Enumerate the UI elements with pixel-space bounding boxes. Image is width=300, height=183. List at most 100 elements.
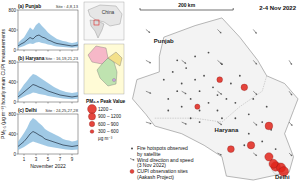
legend-label: 1200 –	[98, 107, 112, 112]
x-tick	[24, 102, 25, 104]
range-band	[18, 74, 78, 100]
state-shape	[112, 78, 115, 81]
fire-hotspot	[275, 148, 277, 150]
fire-hotspot	[252, 98, 254, 100]
figure: 0400800(a) PunjabSite : 4,8,130400800(b)…	[0, 0, 300, 183]
wind-arrow	[217, 29, 221, 33]
wind-arrow	[182, 91, 186, 94]
plot-frame	[18, 62, 78, 102]
fire-hotspot	[239, 75, 241, 77]
data-area	[18, 118, 78, 150]
x-tick	[72, 102, 73, 104]
wind-arrow	[146, 29, 150, 32]
x-tick-label: 3	[35, 157, 38, 162]
y-tick	[17, 30, 19, 31]
key-symbol	[131, 147, 133, 149]
fire-hotspot	[203, 75, 205, 77]
panel-subtitle: Site : 24,25,27,28	[45, 108, 78, 113]
fire-hotspot	[217, 94, 219, 96]
wind-arrow	[217, 60, 221, 63]
legend-label: 300 – 600	[98, 129, 119, 134]
inset-asia: China	[84, 2, 124, 40]
fire-hotspot	[167, 110, 169, 112]
wind-arrow	[146, 91, 151, 93]
legend-title: PM₂.₅ Peak Value	[86, 99, 126, 104]
inset-frame	[84, 44, 124, 94]
fire-hotspot	[199, 121, 201, 123]
mean-line	[18, 35, 78, 46]
panel: 040080013579(c) DelhiSite : 24,25,27,28N…	[8, 108, 78, 169]
state-shape	[108, 52, 122, 66]
x-tick	[72, 50, 73, 52]
y-tick	[17, 114, 19, 115]
plot-frame	[18, 114, 78, 154]
y-tick-label: 400	[8, 80, 16, 85]
x-tick	[60, 154, 61, 156]
fire-hotspot	[163, 79, 165, 81]
y-tick-label: 800	[8, 8, 16, 13]
legend-label: 600 – 900	[98, 122, 119, 127]
y-tick-label: 0	[13, 100, 16, 105]
wind-arrow	[217, 122, 221, 125]
scale-label: 200 km	[178, 2, 196, 8]
panel-subtitle: Site : 16,19,21,23	[45, 56, 78, 61]
x-tick	[48, 154, 49, 156]
panel: 0400800(a) PunjabSite : 4,8,13	[8, 4, 78, 53]
y-tick-label: 0	[13, 152, 16, 157]
plot-frame	[18, 10, 78, 50]
y-tick	[17, 82, 19, 83]
wind-arrow	[182, 122, 187, 124]
panel-title: (b) Haryana	[18, 56, 45, 61]
x-tick	[48, 102, 49, 104]
mean-line	[18, 85, 78, 98]
y-axis-label: PM₂.₅ (µg m⁻³) hourly mean CUPI measurem…	[0, 29, 6, 139]
region-label: Delhi	[275, 174, 290, 180]
key-symbol	[130, 159, 134, 161]
fire-hotspot	[248, 113, 250, 115]
wind-arrow	[253, 91, 257, 94]
y-tick-label: 0	[13, 48, 16, 53]
legend-symbol	[90, 130, 94, 134]
cupi-site	[269, 159, 278, 168]
x-tick	[36, 50, 37, 52]
data-area	[18, 23, 78, 49]
inset-states	[84, 44, 124, 94]
cupi-site	[217, 77, 223, 83]
legend-unit: µg m⁻³	[98, 136, 113, 141]
x-tick	[24, 50, 25, 52]
fire-hotspot	[221, 117, 223, 119]
fire-hotspot	[248, 133, 250, 135]
state-border	[155, 76, 267, 122]
wind-arrow	[146, 60, 151, 63]
panel-title: (c) Delhi	[18, 108, 37, 113]
wind-arrow	[253, 29, 256, 33]
x-tick-label: 1	[23, 157, 26, 162]
wind	[146, 29, 292, 155]
key-label-line: (Aakash Project)	[137, 174, 174, 180]
y-tick	[17, 154, 19, 155]
data-area	[18, 74, 78, 100]
key-label: CUPI observation sites(Aakash Project)	[137, 168, 188, 180]
pm-legend: PM₂.₅ Peak Value1200 –900 – 1200600 – 90…	[86, 99, 126, 141]
y-tick	[17, 10, 19, 11]
range-band	[18, 118, 78, 150]
legend-symbol	[88, 105, 97, 114]
wind-arrow	[217, 153, 221, 155]
wind-arrow	[217, 91, 221, 94]
fire-hotspot	[176, 59, 178, 61]
fire-hotspot	[261, 121, 263, 123]
fire-hotspot	[234, 117, 236, 119]
wind-arrow	[289, 91, 292, 95]
fire-hotspot	[194, 56, 196, 58]
fire-hotspot	[208, 102, 210, 104]
map-title: 2-4 Nov 2022	[259, 5, 296, 11]
wind-arrow	[289, 153, 292, 156]
x-axis-label: November 2022	[30, 163, 66, 169]
fire-hotspot	[199, 90, 201, 92]
x-tick	[48, 50, 49, 52]
wind-arrow	[289, 60, 292, 64]
study-area-box	[94, 20, 99, 25]
y-tick	[17, 62, 19, 63]
x-tick	[60, 102, 61, 104]
map-key: Fire hotspots observedby satelliteWind d…	[130, 145, 194, 180]
